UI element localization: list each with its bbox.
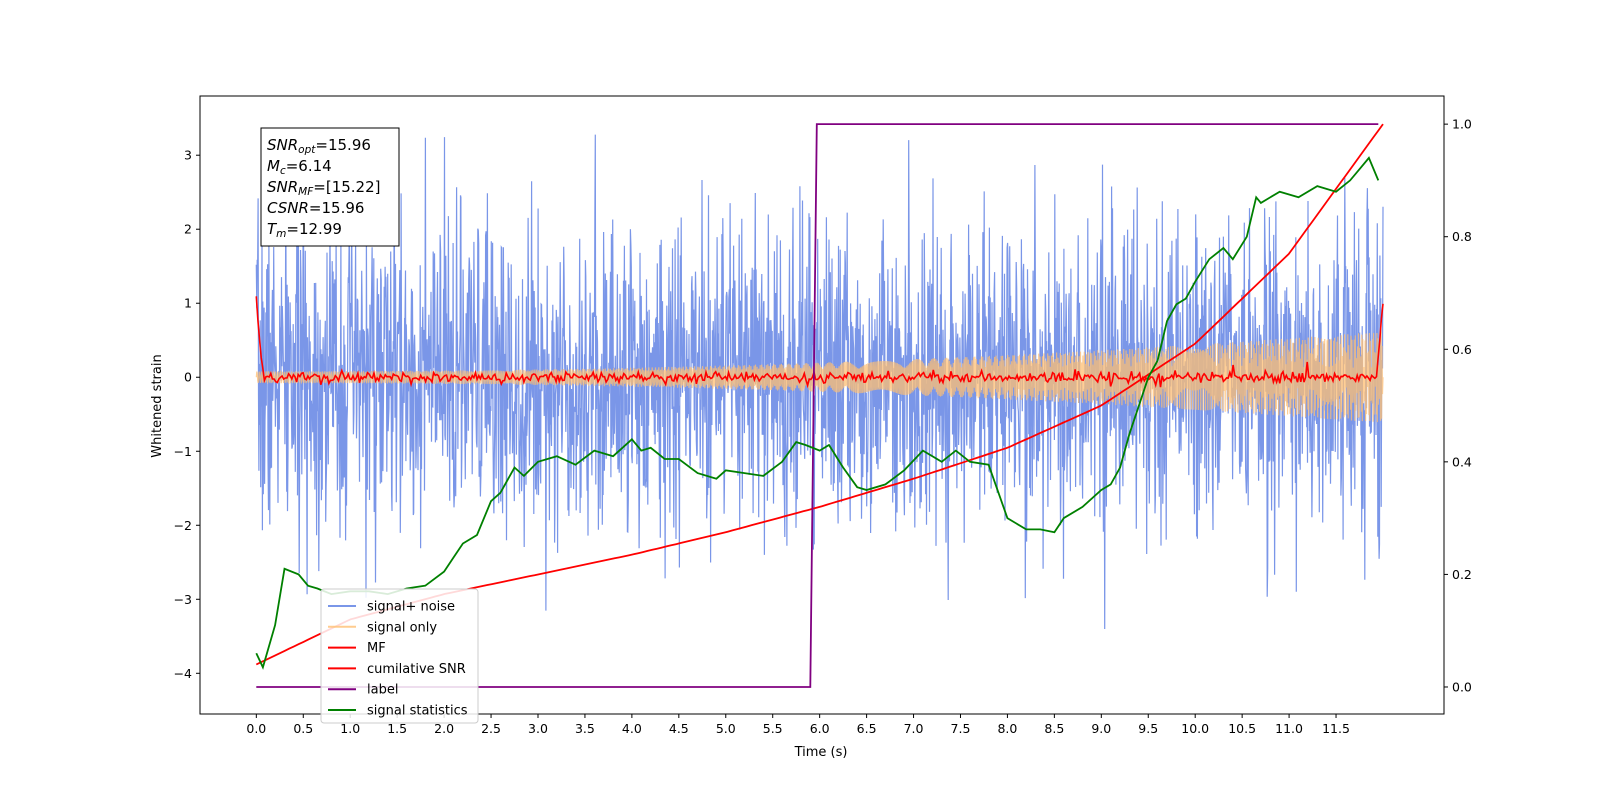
annotation-line: SNRopt=15.96 (267, 136, 371, 156)
y-left-tick-label: −4 (174, 666, 192, 681)
y-axis-left-ticks: 3 2 1 0 −1 −2 −3 −4 (174, 148, 200, 681)
y-axis-right-ticks: 1.0 0.8 0.6 0.4 0.2 0.0 (1444, 117, 1472, 694)
y-axis-left-label: Whitened strain (150, 354, 165, 457)
x-tick-label: 1.5 (387, 721, 407, 736)
x-tick-label: 5.5 (763, 721, 783, 736)
legend-label-cumilative-snr: cumilative SNR (367, 662, 466, 677)
x-tick-label: 10.0 (1181, 721, 1209, 736)
series-mf-line (255, 296, 1384, 389)
x-tick-label: 9.5 (1138, 721, 1158, 736)
annotation-line: Tm=12.99 (267, 220, 342, 240)
y-left-tick-label: 3 (184, 148, 192, 163)
x-tick-label: 4.0 (622, 721, 642, 736)
x-tick-label: 2.5 (481, 721, 501, 736)
x-tick-label: 11.5 (1322, 721, 1350, 736)
x-tick-label: 2.0 (434, 721, 454, 736)
y-right-tick-label: 0.8 (1452, 229, 1472, 244)
series-label-line (256, 123, 1379, 688)
x-tick-label: 1.0 (340, 721, 360, 736)
y-right-tick-label: 0.0 (1452, 679, 1472, 694)
x-tick-label: 3.0 (528, 721, 548, 736)
x-tick-label: 0.5 (293, 721, 313, 736)
x-tick-label: 8.0 (997, 721, 1017, 736)
x-axis-label: Time (s) (794, 745, 848, 760)
x-axis-ticks: 0.0 0.5 1.0 1.5 2.0 2.5 3.0 3.5 4.0 4.5 5.0 5.5 6.0 6… (246, 714, 1350, 736)
y-left-tick-label: −1 (174, 444, 192, 459)
y-right-tick-label: 1.0 (1452, 117, 1472, 132)
y-left-tick-label: 0 (184, 370, 192, 385)
y-right-tick-label: 0.4 (1452, 454, 1472, 469)
legend-frame (320, 588, 479, 724)
legend-label-signal-noise: signal+ noise (367, 600, 455, 615)
x-tick-label: 10.5 (1228, 721, 1256, 736)
legend: signal+ noise signal only MF cumilative SNR… (320, 588, 479, 724)
x-tick-label: 7.0 (904, 721, 924, 736)
annotation-line: CSNR=15.96 (267, 199, 364, 217)
x-tick-label: 3.5 (575, 721, 595, 736)
legend-label-signal-statistics: signal statistics (367, 704, 468, 719)
y-left-tick-label: −3 (174, 592, 192, 607)
y-right-tick-label: 0.2 (1452, 567, 1472, 582)
x-tick-label: 11.0 (1275, 721, 1303, 736)
annotation-box: SNRopt=15.96Mc=6.14SNRMF=[15.22]CSNR=15.… (260, 127, 400, 247)
x-tick-label: 6.0 (810, 721, 830, 736)
x-tick-label: 6.5 (857, 721, 877, 736)
annotation-line: Mc=6.14 (267, 157, 332, 177)
x-tick-label: 7.5 (951, 721, 971, 736)
x-tick-label: 5.0 (716, 721, 736, 736)
x-tick-label: 4.5 (669, 721, 689, 736)
annotation-line: SNRMF=[15.22] (267, 178, 381, 198)
legend-label-label: label (367, 683, 398, 698)
annotation-frame (260, 127, 400, 247)
axes-frame (199, 95, 1445, 715)
y-left-tick-label: 2 (184, 222, 192, 237)
y-left-tick-label: −2 (174, 518, 192, 533)
y-right-tick-label: 0.6 (1452, 342, 1472, 357)
x-tick-label: 9.0 (1091, 721, 1111, 736)
series-signal-statistics-line (255, 156, 1380, 670)
x-tick-label: 0.0 (246, 721, 266, 736)
legend-label-mf: MF (367, 641, 386, 656)
legend-label-signal-only: signal only (367, 620, 437, 635)
y-left-tick-label: 1 (184, 296, 192, 311)
x-tick-label: 8.5 (1044, 721, 1064, 736)
